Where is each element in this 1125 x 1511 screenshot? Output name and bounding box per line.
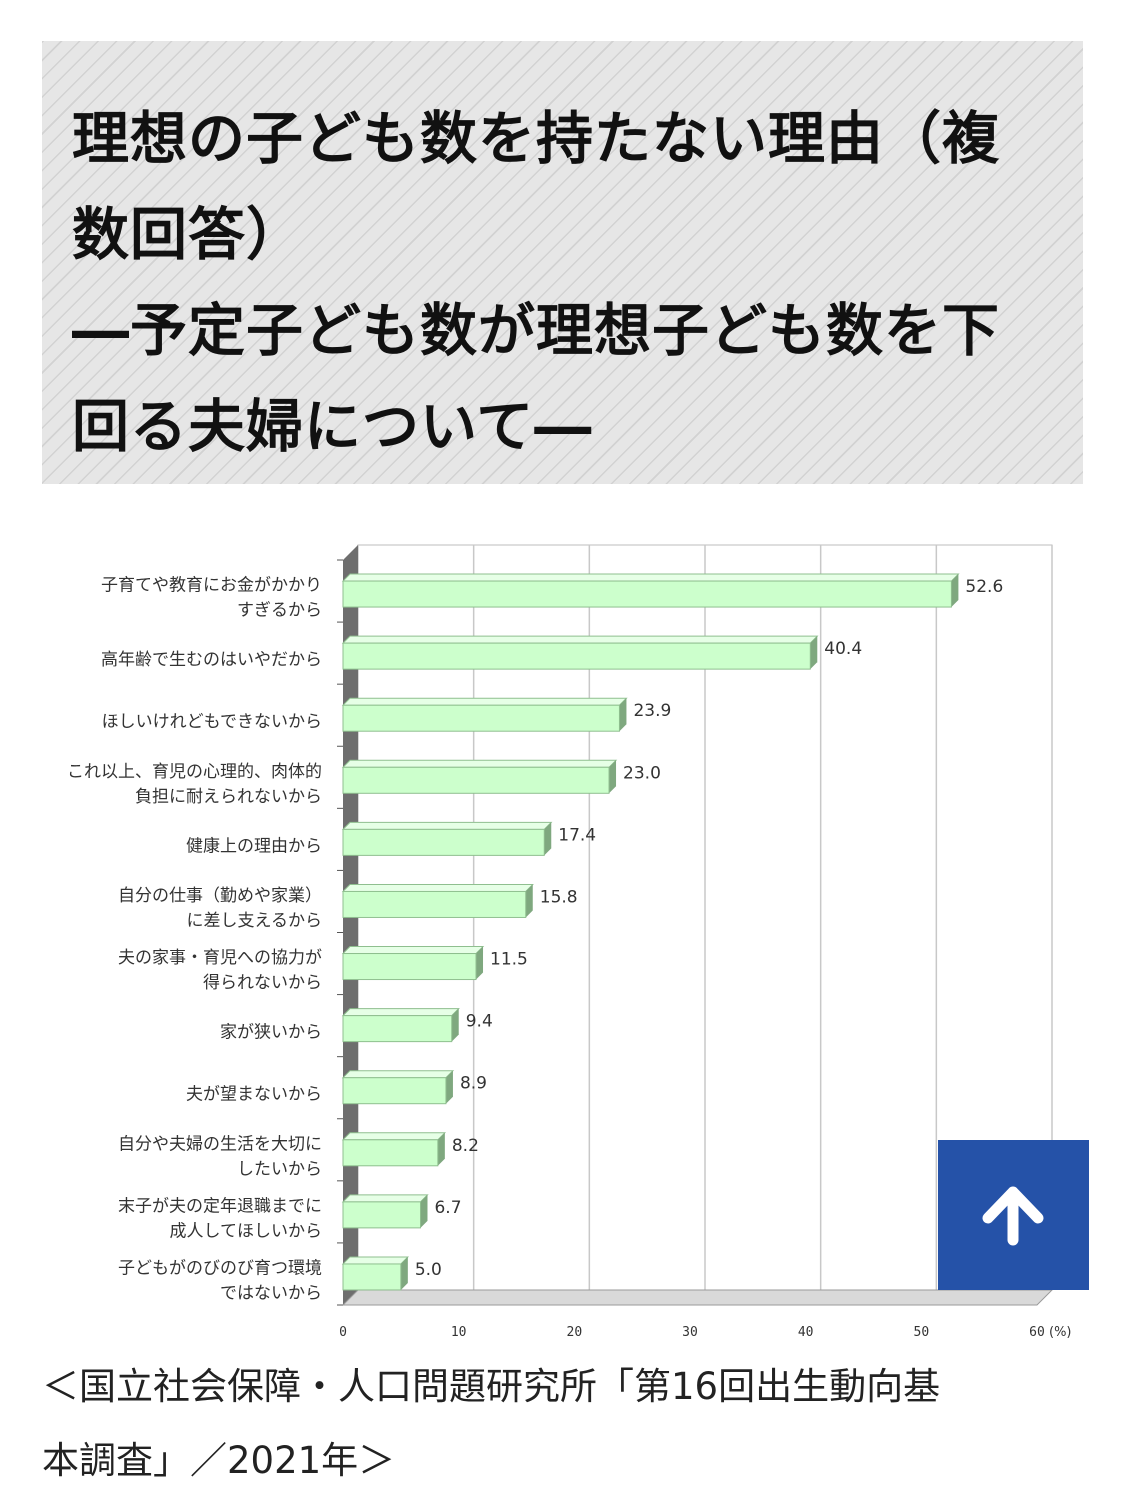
x-tick-label-5: 50: [914, 1325, 930, 1340]
source-caption: ＜国立社会保障・人口問題研究所「第16回出生動向基 本調査」／2021年＞: [42, 1350, 1102, 1498]
chart-left-wall: [343, 545, 358, 1305]
title-box: 理想の子ども数を持たない理由（複 数回答） ―予定子ども数が理想子ども数を下 回…: [42, 41, 1083, 484]
x-unit-label: (%): [1049, 1325, 1072, 1340]
title-line-1: 理想の子ども数を持たない理由（複: [72, 106, 1000, 172]
bar-5: [342, 890, 527, 918]
category-label-10-1: 成人してほしいから: [170, 1221, 323, 1241]
bar-side-8: [445, 1070, 453, 1104]
category-label-0-0: 子育てや教育にお金がかかり: [101, 576, 322, 596]
bar-top-7: [341, 1008, 460, 1017]
bar-top-10: [341, 1194, 429, 1203]
title-line-3: ―予定子ども数が理想子ども数を下: [72, 298, 1000, 364]
category-label-6-1: 得られないから: [203, 973, 322, 993]
category-label-2-0: ほしいけれどもできないから: [102, 712, 322, 732]
bar-side-6: [476, 946, 484, 980]
value-label-6: 11.5: [490, 950, 528, 970]
source-line-2: 本調査」／2021年＞: [42, 1439, 396, 1482]
bar-side-0: [951, 574, 959, 608]
value-label-3: 23.0: [623, 763, 661, 783]
category-label-7-0: 家が狭いから: [220, 1023, 322, 1043]
category-label-8-0: 夫が望まないから: [186, 1085, 322, 1105]
value-label-1: 40.4: [824, 639, 862, 659]
x-tick-label-4: 40: [798, 1325, 814, 1340]
bar-top-4: [341, 821, 553, 830]
bar-11: [342, 1263, 402, 1291]
bar-top-5: [341, 883, 534, 892]
chart-floor: [341, 1289, 1054, 1306]
bar-side-9: [437, 1132, 445, 1166]
category-label-4-0: 健康上の理由から: [186, 836, 322, 856]
category-label-9-0: 自分や夫婦の生活を大切に: [118, 1134, 322, 1154]
bar-side-3: [609, 760, 617, 794]
bar-side-1: [810, 636, 818, 670]
x-tick-label-0: 0: [339, 1325, 347, 1340]
category-label-5-0: 自分の仕事（勤めや家業）: [118, 886, 322, 906]
bar-6: [342, 953, 477, 981]
category-label-11-1: ではないから: [220, 1283, 322, 1303]
bar-top-1: [341, 635, 819, 644]
category-label-10-0: 末子が夫の定年退職までに: [118, 1196, 322, 1216]
value-label-2: 23.9: [633, 701, 671, 721]
bar-side-4: [544, 822, 552, 856]
bar-top-2: [341, 697, 628, 706]
bar-top-11: [341, 1256, 410, 1265]
value-label-11: 5.0: [415, 1260, 442, 1280]
category-label-9-1: したいから: [237, 1159, 322, 1179]
bar-side-10: [420, 1194, 428, 1228]
bar-1: [342, 642, 811, 670]
source-line-1: ＜国立社会保障・人口問題研究所「第16回出生動向基: [42, 1365, 941, 1408]
x-tick-label-3: 30: [682, 1325, 698, 1340]
arrow-up-icon: [982, 1186, 1044, 1246]
bar-9: [342, 1139, 439, 1167]
value-label-10: 6.7: [434, 1198, 461, 1218]
x-tick-label-6: 60: [1029, 1325, 1045, 1340]
bar-top-0: [341, 573, 960, 582]
bar-top-8: [341, 1070, 455, 1079]
bar-side-5: [525, 884, 533, 918]
value-label-9: 8.2: [452, 1136, 479, 1156]
category-label-11-0: 子どもがのびのび育つ環境: [118, 1258, 322, 1278]
value-label-5: 15.8: [540, 887, 578, 907]
value-label-8: 8.9: [460, 1074, 487, 1094]
bar-8: [342, 1077, 447, 1105]
bar-chart: 52.6 40.4 23.9 23.0 17.4 15.8 11.5 9.4 8.9 8.2 6.7…: [67, 544, 1072, 1340]
category-label-3-1: 負担に耐えられないから: [135, 787, 322, 807]
back-to-top-button[interactable]: [938, 1140, 1089, 1290]
x-tick-label-1: 10: [451, 1325, 467, 1340]
bar-7: [342, 1015, 453, 1043]
bar-top-6: [341, 946, 485, 955]
value-label-7: 9.4: [466, 1012, 493, 1032]
x-tick-label-2: 20: [567, 1325, 583, 1340]
bar-2: [342, 704, 620, 732]
category-label-1-0: 高年齢で生むのはいやだから: [101, 650, 322, 670]
value-label-0: 52.6: [965, 577, 1003, 597]
value-label-4: 17.4: [558, 825, 596, 845]
title-line-4: 回る夫婦について―: [72, 394, 593, 460]
category-label-5-1: に差し支えるから: [187, 911, 323, 931]
bar-top-3: [341, 759, 618, 768]
category-label-0-1: すぎるから: [237, 601, 322, 621]
bar-3: [342, 766, 610, 794]
bar-0: [342, 580, 952, 608]
category-label-6-0: 夫の家事・育児への協力が: [118, 948, 322, 968]
bar-top-9: [341, 1132, 447, 1141]
bar-side-7: [451, 1008, 459, 1042]
category-label-3-0: これ以上、育児の心理的、肉体的: [67, 762, 322, 782]
bar-4: [342, 828, 545, 856]
bar-10: [342, 1201, 421, 1229]
bar-side-2: [619, 698, 627, 732]
title-line-2: 数回答）: [72, 202, 304, 268]
bar-side-11: [400, 1256, 408, 1290]
